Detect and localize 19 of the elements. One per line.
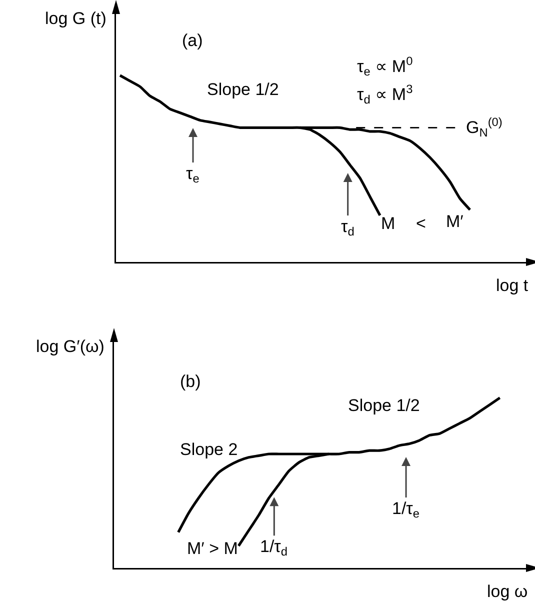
x-axis-title: log ω (487, 582, 528, 601)
annotation: τ$_{d}$ ∝ M$^{3}$ (357, 82, 414, 107)
annotation: M′ > M (187, 539, 238, 558)
annotation: M (381, 214, 396, 233)
annotation: τ$_{e}$ (186, 164, 200, 186)
annotation: Slope 1/2 (348, 396, 420, 415)
annotation: 1/τ$_{e}$ (392, 499, 420, 521)
annotation: τ$_{d}$ (341, 217, 354, 239)
annotation: M′ (446, 212, 464, 231)
y-axis-title: log G′(ω) (36, 337, 104, 356)
annotation: Slope 1/2 (207, 80, 279, 99)
y-axis-title: log G (t) (45, 9, 106, 28)
text: (a) (182, 31, 203, 50)
annotation: < (416, 214, 426, 233)
annotation: 1/τ$_{d}$ (260, 537, 288, 559)
x-axis-title: log t (496, 276, 528, 295)
text: (b) (180, 372, 201, 391)
annotation: τ$_{e}$ ∝ M$^{0}$ (357, 54, 414, 79)
annotation: Slope 2 (180, 440, 238, 459)
